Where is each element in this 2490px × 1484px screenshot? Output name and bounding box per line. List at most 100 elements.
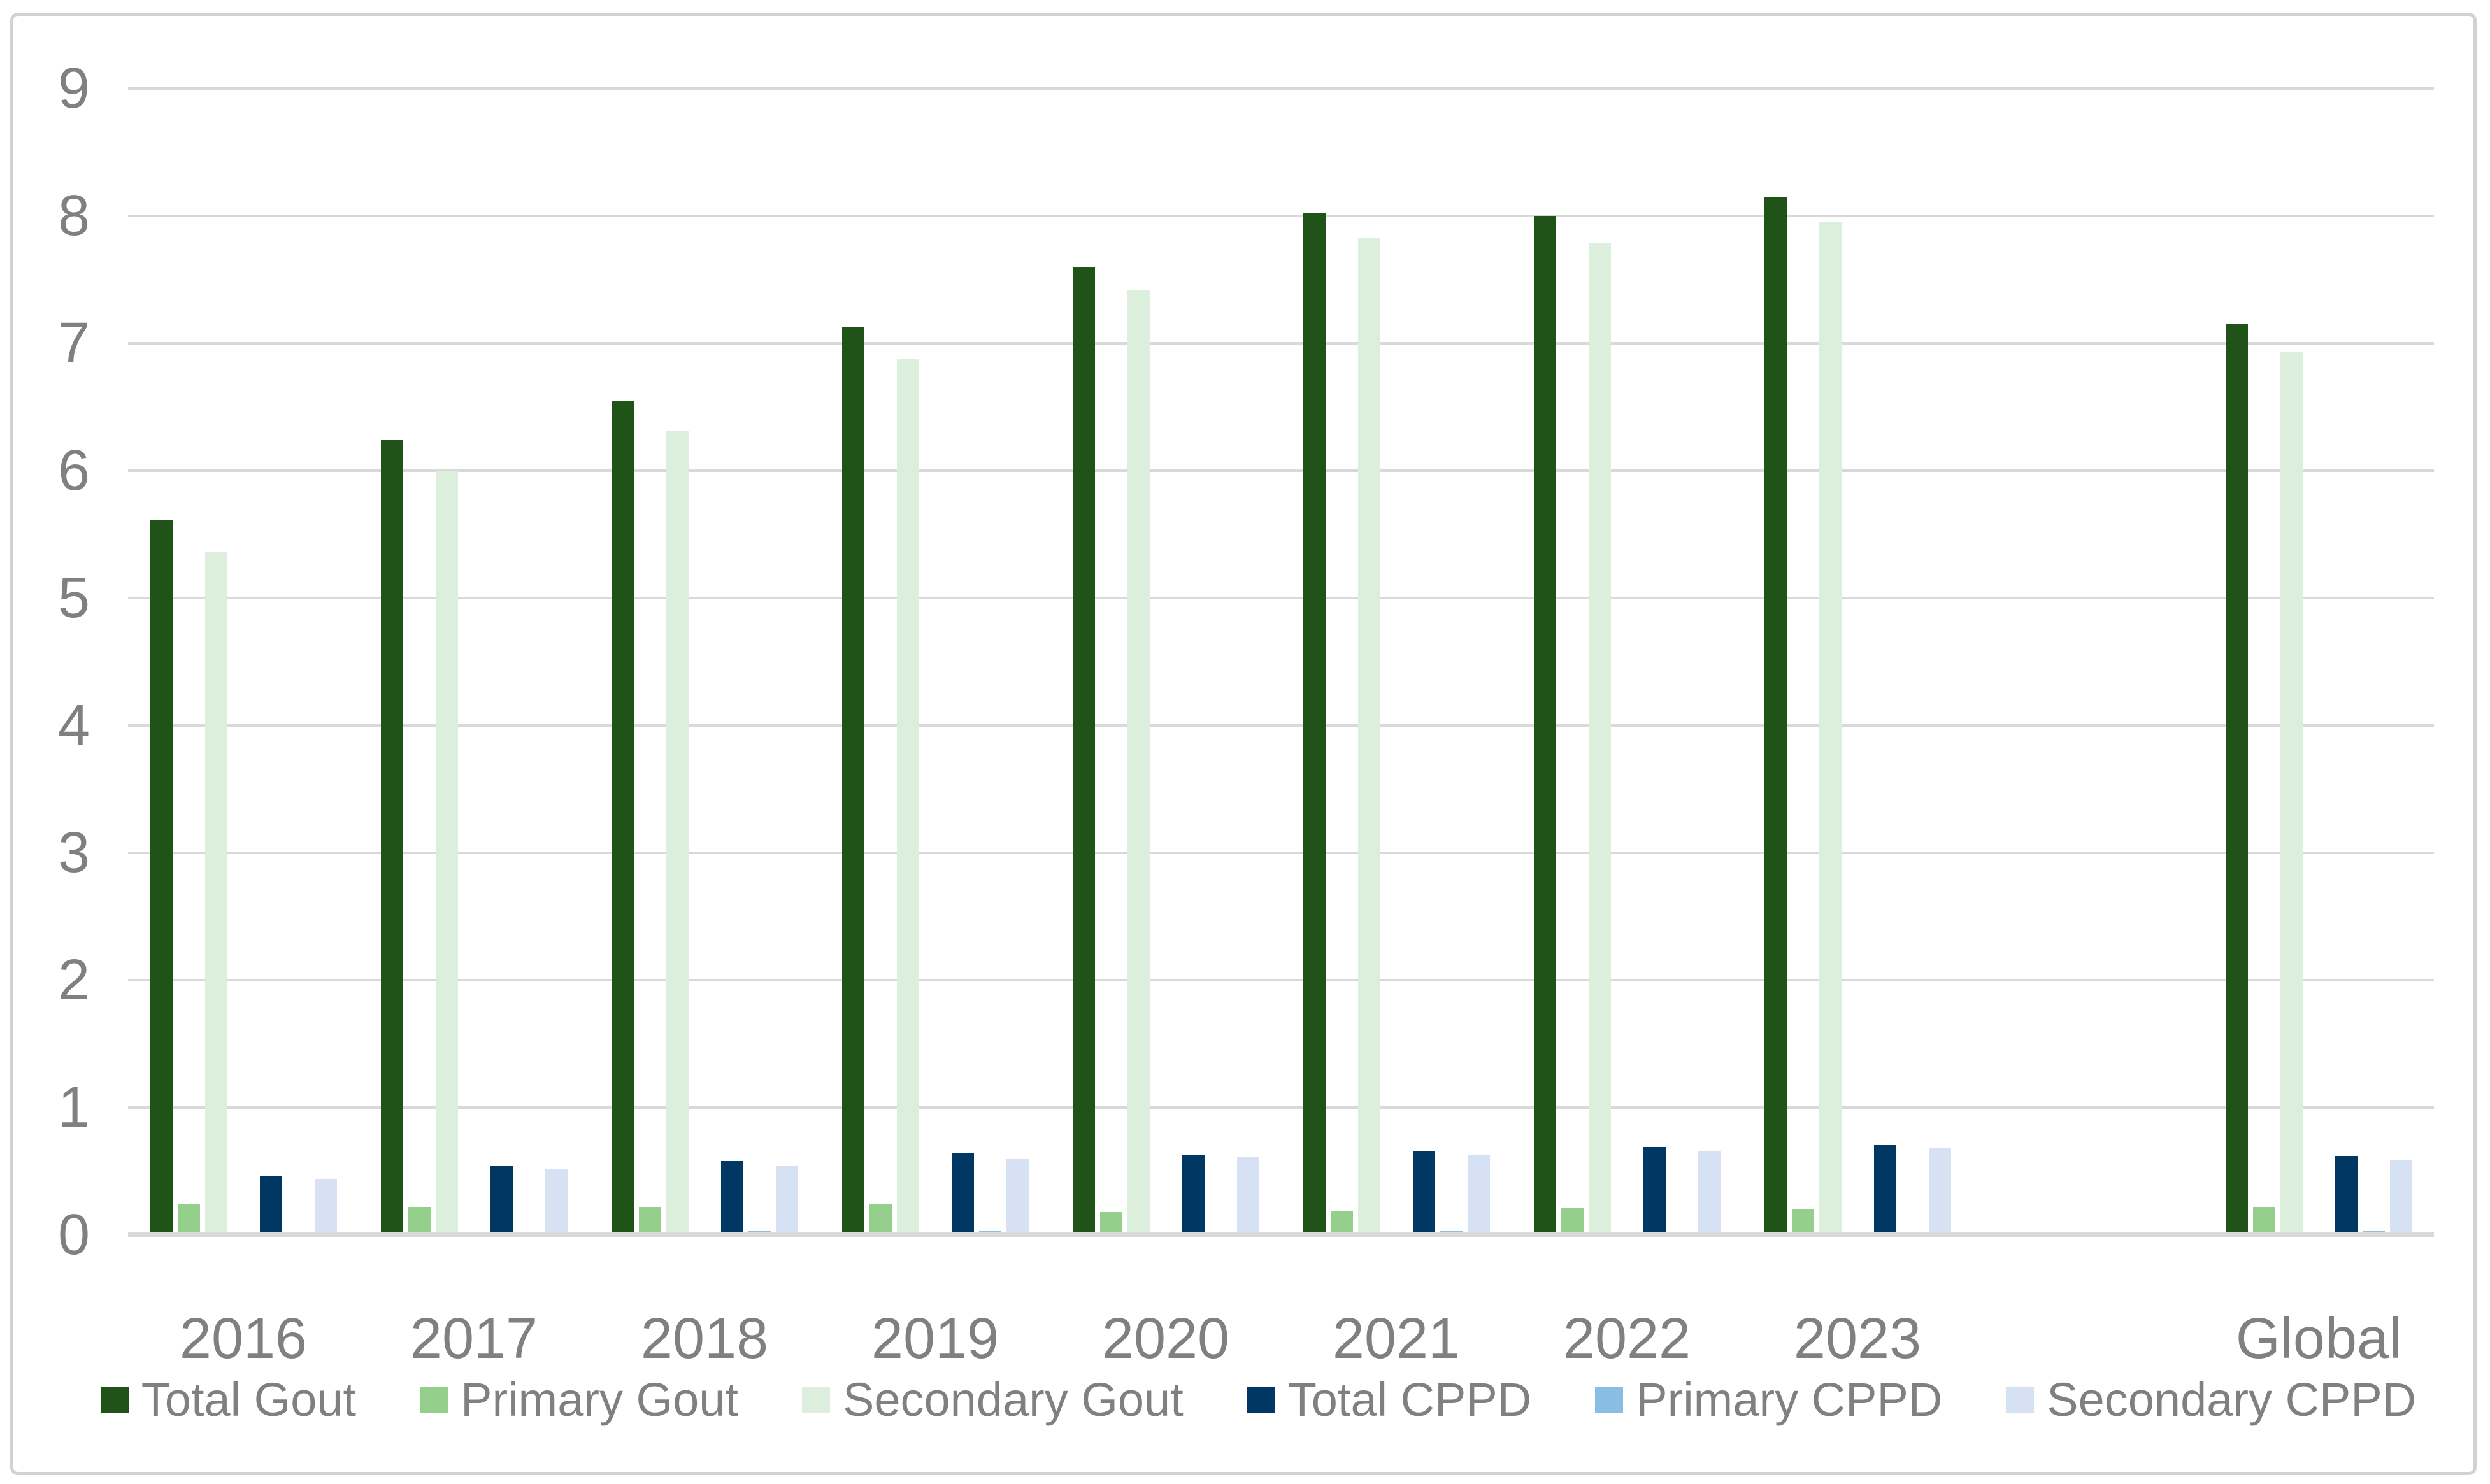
- bar-secondary-cppd-2017: [545, 1169, 568, 1235]
- x-axis-label-2018: 2018: [640, 1307, 769, 1371]
- bar-primary-gout-2020: [1099, 1212, 1122, 1235]
- bar-total-cppd-global: [2335, 1156, 2358, 1235]
- y-axis-tick-label-2: 2: [57, 948, 90, 1012]
- legend-swatch-primary-cppd: [1595, 1387, 1624, 1413]
- gridline-y-9: [128, 87, 2434, 90]
- gridline-y-3: [128, 852, 2434, 854]
- y-axis-tick-label-4: 4: [57, 694, 90, 757]
- bar-secondary-cppd-2022: [1698, 1151, 1721, 1235]
- bar-total-cppd-2017: [490, 1166, 513, 1235]
- x-axis-label-2021: 2021: [1332, 1307, 1461, 1371]
- y-axis-tick-labels: 0 1 2 3 4 5 6 7 8 9: [13, 57, 109, 1267]
- bar-total-cppd-2019: [951, 1153, 974, 1235]
- plot-area: [128, 87, 2434, 1237]
- gridline-y-7: [128, 342, 2434, 345]
- legend-label-primary-cppd: Primary CPPD: [1636, 1373, 1943, 1426]
- x-axis-label-2019: 2019: [871, 1307, 999, 1371]
- legend-label-secondary-cppd: Secondary CPPD: [2047, 1373, 2417, 1426]
- bar-secondary-cppd-2023: [1928, 1148, 1951, 1235]
- bar-secondary-cppd-2020: [1236, 1157, 1259, 1235]
- bar-group-2021: [1281, 89, 1512, 1235]
- bar-total-cppd-2021: [1412, 1151, 1435, 1235]
- bar-secondary-gout-2017: [435, 471, 458, 1235]
- legend-item-primary-gout: Primary Gout: [420, 1371, 738, 1429]
- bar-secondary-gout-2016: [204, 552, 227, 1235]
- bar-primary-gout-2017: [408, 1207, 431, 1235]
- y-axis-tick-label-3: 3: [57, 821, 90, 885]
- bar-primary-gout-2016: [177, 1204, 200, 1235]
- legend-label-total-cppd: Total CPPD: [1287, 1373, 1532, 1426]
- bar-secondary-cppd-global: [2389, 1160, 2412, 1235]
- x-axis-line: [128, 1232, 2434, 1237]
- legend-label-primary-gout: Primary Gout: [461, 1373, 738, 1426]
- bar-secondary-gout-2023: [1819, 222, 1842, 1235]
- legend-swatch-secondary-cppd: [2006, 1387, 2035, 1413]
- legend-item-total-cppd: Total CPPD: [1247, 1371, 1531, 1429]
- legend-swatch-secondary-gout: [801, 1387, 830, 1413]
- bar-group-2022: [1512, 89, 1742, 1235]
- legend-label-secondary-gout: Secondary Gout: [842, 1373, 1184, 1426]
- bar-group-2023: [1742, 89, 1973, 1235]
- y-axis-tick-label-6: 6: [57, 439, 90, 503]
- y-axis-tick-label-0: 0: [57, 1203, 90, 1267]
- gridline-y-2: [128, 979, 2434, 981]
- bar-total-cppd-2023: [1873, 1145, 1896, 1235]
- y-axis-tick-label-8: 8: [57, 184, 90, 248]
- bar-group-2018: [589, 89, 820, 1235]
- bar-secondary-gout-2019: [896, 359, 919, 1235]
- bar-primary-gout-2022: [1561, 1208, 1584, 1235]
- bar-primary-gout-2019: [869, 1204, 892, 1235]
- legend-item-secondary-cppd: Secondary CPPD: [2006, 1371, 2416, 1429]
- legend-label-total-gout: Total Gout: [141, 1373, 357, 1426]
- bar-group-2016: [128, 89, 359, 1235]
- bar-secondary-cppd-2021: [1467, 1155, 1490, 1235]
- bar-total-cppd-2016: [259, 1176, 282, 1235]
- bar-primary-gout-global: [2252, 1207, 2275, 1235]
- bar-total-gout-2016: [150, 520, 173, 1235]
- bar-total-cppd-2018: [720, 1161, 743, 1235]
- gridline-y-6: [128, 469, 2434, 472]
- bar-secondary-gout-2021: [1357, 238, 1380, 1235]
- gridline-y-5: [128, 597, 2434, 599]
- bar-total-gout-2018: [611, 401, 634, 1235]
- bar-secondary-cppd-2018: [775, 1166, 798, 1235]
- gridline-y-8: [128, 215, 2434, 217]
- bar-secondary-gout-global: [2280, 352, 2303, 1235]
- legend-swatch-total-gout: [100, 1387, 129, 1413]
- legend-item-total-gout: Total Gout: [100, 1371, 357, 1429]
- y-axis-tick-label-5: 5: [57, 566, 90, 630]
- legend-swatch-total-cppd: [1247, 1387, 1275, 1413]
- bar-total-gout-2019: [841, 327, 864, 1235]
- bar-total-gout-2022: [1533, 216, 1556, 1235]
- bar-group-2020: [1050, 89, 1281, 1235]
- bar-total-cppd-2020: [1182, 1155, 1205, 1235]
- bar-total-gout-2021: [1303, 213, 1326, 1235]
- bar-secondary-cppd-2019: [1006, 1159, 1029, 1235]
- bar-total-gout-2023: [1764, 197, 1787, 1235]
- gridline-y-4: [128, 724, 2434, 727]
- bar-groups: [128, 89, 2434, 1235]
- bar-secondary-cppd-2016: [314, 1179, 337, 1235]
- bar-total-gout-2017: [380, 440, 403, 1235]
- x-axis-label-2020: 2020: [1101, 1307, 1230, 1371]
- x-axis-category-labels: 2016 2017 2018 2019 2020 2021 2022 2023 Global: [128, 1304, 2434, 1374]
- x-axis-label-2022: 2022: [1563, 1307, 1691, 1371]
- y-axis-tick-label-1: 1: [57, 1076, 90, 1139]
- bar-primary-gout-2023: [1791, 1209, 1814, 1235]
- bar-total-gout-2020: [1072, 267, 1095, 1235]
- bar-group-2017: [359, 89, 589, 1235]
- bar-group-2019: [820, 89, 1050, 1235]
- bar-secondary-gout-2022: [1588, 243, 1611, 1235]
- legend-swatch-primary-gout: [420, 1387, 448, 1413]
- legend-item-primary-cppd: Primary CPPD: [1595, 1371, 1942, 1429]
- bar-total-gout-global: [2225, 324, 2248, 1235]
- bar-secondary-gout-2020: [1127, 290, 1150, 1235]
- bar-group-global: [2203, 89, 2434, 1235]
- y-axis-tick-label-9: 9: [57, 57, 90, 120]
- x-axis-label-global: Global: [2235, 1307, 2402, 1371]
- bar-secondary-gout-2018: [666, 431, 689, 1235]
- legend: Total Gout Primary Gout Secondary Gout Tota…: [13, 1371, 2490, 1429]
- y-axis-tick-label-7: 7: [57, 311, 90, 375]
- gridline-y-1: [128, 1106, 2434, 1109]
